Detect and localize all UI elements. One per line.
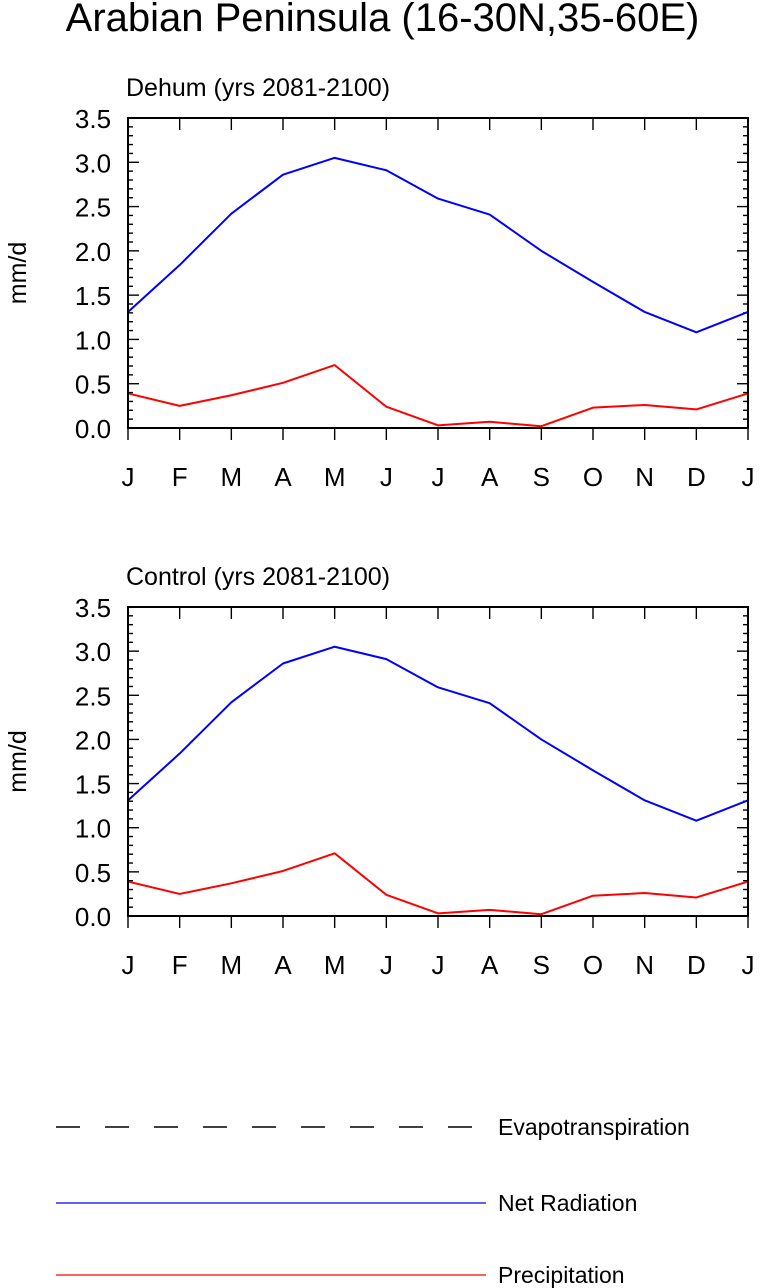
x-tick-label: M: [324, 950, 346, 980]
x-tick-label: J: [380, 950, 393, 980]
x-tick-label: J: [432, 462, 445, 492]
x-tick-label: A: [481, 462, 499, 492]
y-tick-label: 2.5: [75, 681, 111, 711]
y-tick-label: 0.0: [75, 902, 111, 932]
y-tick-label: 3.5: [75, 104, 111, 134]
y-tick-label: 3.0: [75, 637, 111, 667]
x-tick-label: J: [742, 462, 755, 492]
x-tick-label: M: [220, 950, 242, 980]
precipitation-line: [127, 364, 749, 428]
y-tick-label: 1.0: [75, 325, 111, 355]
control-panel: Control (yrs 2081-2100) mm/d 0.0 0.5 1.0 1.5 2…: [4, 563, 755, 980]
figure-title: Arabian Peninsula (16-30N,35-60E): [65, 0, 700, 40]
dehum-panel: Dehum (yrs 2081-2100) mm/d 0.0 0.5 1.0 1.5 2.0…: [4, 74, 755, 492]
x-tick-label: A: [274, 462, 292, 492]
plot-frame: [127, 117, 749, 429]
x-tick-label: N: [635, 462, 654, 492]
x-tick-label: D: [687, 462, 706, 492]
x-tick-label: O: [583, 950, 603, 980]
y-tick-label: 1.0: [75, 814, 111, 844]
net-radiation-line: [127, 156, 749, 334]
legend-label-net-radiation: Net Radiation: [498, 1190, 637, 1216]
precipitation-line: [127, 852, 749, 916]
x-tick-label: F: [172, 950, 188, 980]
x-tick-label: A: [481, 950, 499, 980]
y-tick-label: 2.0: [75, 725, 111, 755]
x-tick-label: O: [583, 462, 603, 492]
y-tick-label: 3.0: [75, 148, 111, 178]
net-radiation-line: [127, 645, 749, 822]
y-axis-label: mm/d: [4, 730, 32, 793]
x-tick-label: J: [122, 462, 135, 492]
x-tick-label: D: [687, 950, 706, 980]
panel-title: Dehum (yrs 2081-2100): [126, 74, 390, 102]
y-tick-label: 1.5: [75, 281, 111, 311]
legend-label-evapotranspiration: Evapotranspiration: [498, 1114, 690, 1140]
x-tick-label: J: [432, 950, 445, 980]
y-tick-label: 2.5: [75, 193, 111, 223]
x-tick-label: S: [533, 462, 550, 492]
x-tick-label: N: [635, 950, 654, 980]
x-tick-label: J: [742, 950, 755, 980]
legend-label-precipitation: Precipitation: [498, 1262, 625, 1288]
y-tick-label: 3.5: [75, 593, 111, 623]
y-tick-label: 0.5: [75, 370, 111, 400]
legend: Evapotranspiration Net Radiation Precipita…: [56, 1114, 690, 1288]
x-tick-label: A: [274, 950, 292, 980]
y-tick-label: 0.5: [75, 858, 111, 888]
y-tick-label: 2.0: [75, 237, 111, 267]
x-tick-label: S: [533, 950, 550, 980]
x-tick-label: M: [220, 462, 242, 492]
x-tick-label: M: [324, 462, 346, 492]
panel-title: Control (yrs 2081-2100): [126, 563, 390, 591]
x-tick-label: J: [122, 950, 135, 980]
plot-frame: [127, 606, 749, 917]
x-tick-label: J: [380, 462, 393, 492]
x-tick-label: F: [172, 462, 188, 492]
y-tick-label: 1.5: [75, 770, 111, 800]
y-axis-label: mm/d: [4, 242, 32, 305]
y-tick-label: 0.0: [75, 414, 111, 444]
